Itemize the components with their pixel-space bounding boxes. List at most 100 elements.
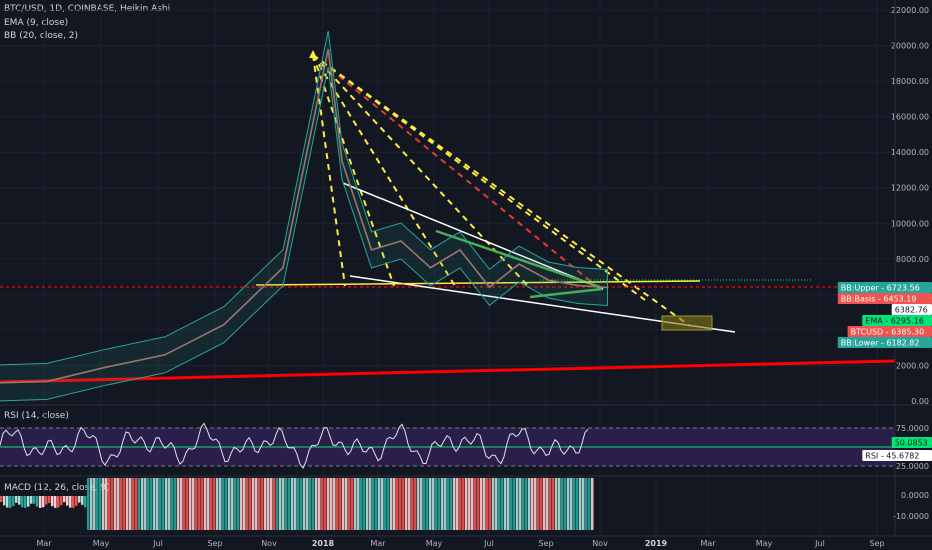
macd-bar: [57, 496, 60, 508]
macd-bar: [519, 478, 522, 530]
macd-bar: [552, 478, 555, 530]
macd-bar: [423, 478, 426, 530]
x-tick-label: Jul: [152, 539, 163, 548]
macd-bar: [564, 478, 567, 530]
macd-bar: [588, 478, 591, 530]
macd-bar: [318, 478, 321, 530]
macd-bar: [33, 496, 36, 504]
x-tick-label: May: [756, 539, 773, 548]
macd-bar: [399, 478, 402, 530]
macd-bar: [543, 478, 546, 530]
macd-bar: [42, 496, 45, 508]
macd-bar: [387, 478, 390, 530]
macd-bar: [126, 478, 129, 530]
x-tick-label: Sep: [538, 539, 553, 548]
macd-bar: [363, 478, 366, 530]
macd-bar: [219, 478, 222, 530]
macd-bar: [18, 496, 21, 505]
macd-bar: [156, 478, 159, 530]
rsi-tick-label: 25.0000: [896, 462, 929, 471]
macd-bar: [228, 478, 231, 530]
legend-bb: BB (20, close, 2): [4, 31, 79, 41]
x-tick-label: 2019: [645, 539, 668, 548]
macd-bar: [144, 478, 147, 530]
macd-bar: [162, 478, 165, 530]
macd-bar: [351, 478, 354, 530]
macd-bar: [198, 478, 201, 530]
fan-line: [312, 54, 456, 287]
price-plot: [0, 30, 608, 402]
macd-bar: [93, 478, 96, 530]
macd-bar: [528, 478, 531, 530]
macd-bar: [501, 478, 504, 530]
macd-bar: [171, 478, 174, 530]
macd-bar: [60, 496, 63, 506]
x-tick-label: May: [93, 539, 110, 548]
macd-bar: [339, 478, 342, 530]
macd-bar: [258, 478, 261, 530]
macd-bar: [312, 478, 315, 530]
macd-bar: [87, 478, 90, 530]
macd-bar: [522, 478, 525, 530]
price-tick-label: 16000.00: [891, 113, 929, 122]
macd-bar: [507, 478, 510, 530]
macd-bar: [402, 478, 405, 530]
macd-bar: [537, 478, 540, 530]
trend-line-red: [0, 359, 896, 384]
price-badge: [862, 315, 932, 326]
macd-bar: [327, 478, 330, 530]
macd-bar: [540, 478, 543, 530]
macd-bar: [192, 478, 195, 530]
macd-bar: [105, 478, 108, 530]
macd-bar: [231, 478, 234, 530]
macd-bar: [405, 478, 408, 530]
legend-ema: EMA (9, close): [4, 18, 69, 28]
macd-bar: [465, 478, 468, 530]
macd-bar: [411, 478, 414, 530]
macd-bar: [273, 478, 276, 530]
x-tick-label: Jul: [814, 539, 825, 548]
x-tick-label: Sep: [869, 539, 884, 548]
price-badge: [891, 304, 932, 315]
yellow-line: [255, 280, 701, 286]
macd-bar: [282, 478, 285, 530]
x-tick-label: Nov: [261, 539, 277, 548]
price-badge-label: 50.0853: [895, 439, 928, 448]
macd-bar: [384, 478, 387, 530]
price-line: [0, 48, 608, 384]
macd-bar: [21, 496, 24, 508]
macd-bar: [123, 478, 126, 530]
macd-bar: [99, 478, 102, 530]
macd-bar: [264, 478, 267, 530]
macd-bar: [297, 478, 300, 530]
price-badge: [837, 293, 932, 304]
price-badge-label: 6382.76: [895, 306, 928, 315]
macd-bar: [348, 478, 351, 530]
macd-bar: [69, 496, 72, 508]
macd-bar: [483, 478, 486, 530]
price-tick-label: 22000.00: [891, 6, 929, 15]
price-tick-label: 20000.00: [891, 42, 929, 51]
macd-bar: [450, 478, 453, 530]
price-badge-label: BTCUSD - 6385.30: [851, 328, 925, 337]
macd-bar: [234, 478, 237, 530]
macd-bar: [129, 478, 132, 530]
fan-line: [312, 54, 529, 287]
macd-bar: [0, 496, 3, 502]
macd-bar: [429, 478, 432, 530]
macd-bar: [558, 478, 561, 530]
macd-bar: [120, 478, 123, 530]
price-badges: BB:Upper - 6723.56 BB:Basis - 6453.19 6382…: [837, 282, 932, 461]
macd-bar: [453, 478, 456, 530]
macd-bar: [357, 478, 360, 530]
macd-bar: [408, 478, 411, 530]
macd-bar: [432, 478, 435, 530]
macd-bar: [381, 478, 384, 530]
macd-bar: [189, 478, 192, 530]
macd-bar: [96, 478, 99, 530]
macd-bar: [525, 478, 528, 530]
macd-bar: [141, 478, 144, 530]
macd-bar: [366, 478, 369, 530]
legend-symbol: BTC/USD, 1D, COINBASE, Heikin Ashi: [4, 4, 171, 14]
